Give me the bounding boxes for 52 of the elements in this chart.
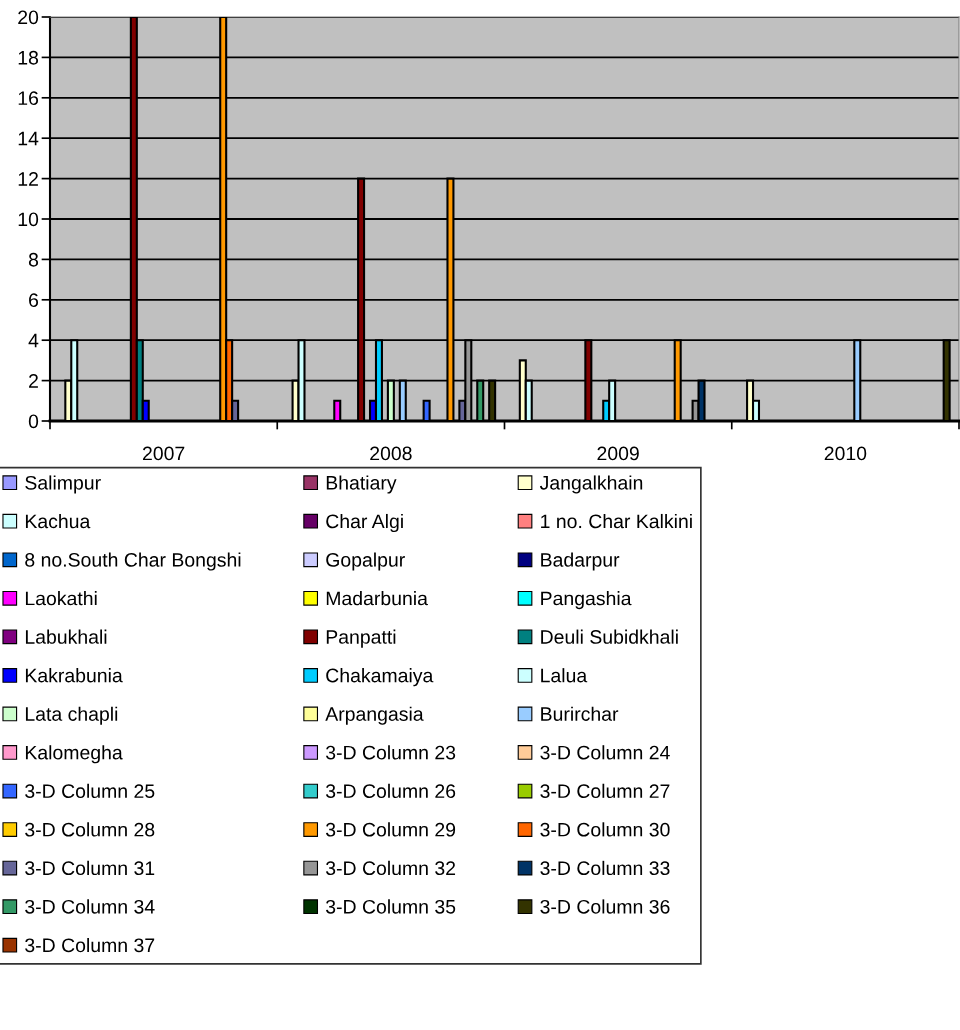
x-tick-label: 2010 <box>824 446 867 461</box>
legend-label: Labukhali <box>25 629 107 644</box>
legend-label: 3-D Column 36 <box>540 899 670 914</box>
legend-label: 3-D Column 37 <box>25 937 155 953</box>
legend-label: 3-D Column 25 <box>25 783 155 799</box>
legend-label: 3-D Column 32 <box>325 860 456 876</box>
y-tick-label: 2 <box>29 374 38 388</box>
legend-label: Kalomegha <box>25 745 123 764</box>
y-tick-label: 18 <box>18 50 39 65</box>
legend-label: 3-D Column 31 <box>25 860 155 876</box>
legend-label: Deuli Subidkhali <box>541 629 678 644</box>
y-tick-label: 12 <box>18 172 38 186</box>
legend-label: 3-D Column 23 <box>325 745 456 760</box>
legend-label: Panpatti <box>326 629 396 648</box>
legend-label: 8 no.South Char Bongshi <box>25 552 241 571</box>
legend-label: Laokathi <box>25 591 97 606</box>
legend-label: Kachua <box>25 513 91 529</box>
y-tick-label: 10 <box>18 212 39 227</box>
legend-label: Arpangasia <box>325 706 424 725</box>
legend-label: 3-D Column 34 <box>25 899 155 914</box>
legend-label: Salimpur <box>25 475 101 494</box>
y-tick-label: 0 <box>28 414 39 429</box>
legend-label: Chakamaiya <box>326 668 434 687</box>
y-tick-label: 14 <box>18 131 39 146</box>
x-tick-label: 2009 <box>597 446 639 461</box>
legend-label: 3-D Column 26 <box>325 783 456 799</box>
legend-label: 1 no. Char Kalkini <box>541 513 692 529</box>
x-tick-label: 2008 <box>370 446 412 461</box>
y-tick-label: 16 <box>18 91 39 106</box>
y-tick-label: 8 <box>28 252 39 267</box>
y-tick-label: 20 <box>18 10 39 25</box>
legend-label: Kakrabunia <box>25 668 123 683</box>
y-tick-label: 4 <box>28 333 39 348</box>
legend-label: Badarpur <box>541 552 620 571</box>
y-tick-label: 6 <box>29 293 39 308</box>
legend-label: Char Algi <box>326 513 403 533</box>
legend-label: 3-D Column 33 <box>540 860 670 876</box>
x-tick-label: 2007 <box>142 446 185 461</box>
legend-label: 3-D Column 28 <box>25 822 155 837</box>
legend-label: Madarbunia <box>326 591 428 606</box>
legend-label: Lalua <box>541 668 588 683</box>
legend-label: Lata chapli <box>25 706 118 725</box>
legend-label: 3-D Column 24 <box>540 745 670 760</box>
legend-label: 3-D Column 35 <box>325 899 456 914</box>
legend-label: Bhatiary <box>326 475 397 494</box>
legend-label: Gopalpur <box>326 552 405 571</box>
legend-label: Burirchar <box>541 706 619 721</box>
legend-label: 3-D Column 29 <box>325 822 456 837</box>
legend-label: Pangashia <box>541 591 632 610</box>
legend-label: 3-D Column 27 <box>540 783 670 799</box>
legend-label: 3-D Column 30 <box>540 822 670 837</box>
legend-label: Jangalkhain <box>539 475 643 494</box>
